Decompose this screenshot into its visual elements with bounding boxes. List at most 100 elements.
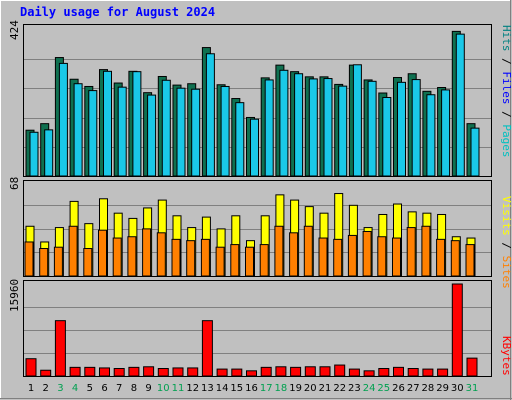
files-bar xyxy=(397,81,406,177)
panel-pages-files-hits: 424 Hits / Files / Pages xyxy=(8,20,512,177)
bottom-side-legend: KBytes xyxy=(500,336,512,376)
files-bar xyxy=(264,79,274,177)
files-bar xyxy=(58,62,68,177)
kbytes-bar xyxy=(466,357,478,377)
files-bar xyxy=(308,78,318,177)
day-label: 27 xyxy=(407,383,420,394)
kbytes-bar xyxy=(275,366,287,377)
sites-bar xyxy=(421,225,431,277)
files-bar xyxy=(382,96,392,177)
kbytes-bar xyxy=(113,368,125,377)
kbytes-bar xyxy=(216,368,228,377)
middle-legend-part: Sites xyxy=(500,256,512,289)
kbytes-bar xyxy=(143,366,155,377)
kbytes-bar xyxy=(393,366,404,377)
day-label: 15 xyxy=(230,383,243,394)
kbytes-bar xyxy=(128,366,140,377)
kbytes-bar xyxy=(25,358,37,377)
kbytes-bar xyxy=(187,367,199,377)
files-bar xyxy=(352,64,362,177)
day-label: 4 xyxy=(72,383,78,394)
sites-bar xyxy=(156,232,166,277)
kbytes-bar xyxy=(201,320,213,377)
sites-bar xyxy=(98,229,107,277)
top-side-legend: Hits / Files / Pages xyxy=(500,25,512,158)
day-label: 13 xyxy=(201,383,214,394)
day-label: 9 xyxy=(145,383,151,394)
kbytes-bar xyxy=(422,368,434,377)
files-bar xyxy=(88,90,98,177)
sites-bar xyxy=(259,244,269,277)
files-bar xyxy=(279,69,289,177)
kbytes-bar xyxy=(172,367,184,377)
sites-bar xyxy=(450,240,460,277)
files-bar xyxy=(441,89,451,177)
day-label: 2 xyxy=(43,383,49,394)
sites-bar xyxy=(406,227,416,277)
day-label: 7 xyxy=(116,383,122,394)
sites-bar xyxy=(39,248,49,277)
kbytes-bar xyxy=(260,366,272,377)
sites-bar xyxy=(274,225,284,277)
middle-legend-part: / xyxy=(500,236,512,256)
top-bars xyxy=(25,30,480,177)
day-label: 22 xyxy=(333,383,346,394)
day-label: 26 xyxy=(392,383,405,394)
files-bar xyxy=(29,131,39,177)
kbytes-bar xyxy=(363,370,375,377)
sites-bar xyxy=(142,228,152,277)
files-bar xyxy=(426,94,436,177)
files-bar xyxy=(117,86,127,177)
panel-visits-sites: 68 Visits / Sites xyxy=(8,177,512,289)
files-bar xyxy=(176,87,186,177)
day-label: 14 xyxy=(216,383,229,394)
middle-legend-part: Visits xyxy=(500,196,512,236)
day-axis-labels: 1 2 3 4 5 6 7 8 9 10 11 12 13 14 15 16 17 18 19 20 21 22 23 24 2… xyxy=(28,383,479,394)
day-label: 8 xyxy=(131,383,137,394)
day-label: 5 xyxy=(87,383,93,394)
top-legend-part: Pages xyxy=(500,124,512,157)
chart-title: Daily usage for August 2024 xyxy=(20,5,215,19)
day-label: 28 xyxy=(422,383,435,394)
top-ymax-label: 424 xyxy=(8,20,21,40)
middle-bars xyxy=(24,193,476,277)
day-label: 11 xyxy=(172,383,185,394)
top-legend-part: / xyxy=(500,52,512,72)
files-bar xyxy=(103,70,112,177)
kbytes-bar xyxy=(451,283,463,377)
top-legend-part: / xyxy=(500,105,512,125)
files-bar xyxy=(44,129,54,177)
kbytes-bar xyxy=(84,366,96,377)
sites-bar xyxy=(127,236,137,277)
bottom-ymax-label: 15960 xyxy=(8,279,21,312)
day-label: 16 xyxy=(245,383,258,394)
sites-bar xyxy=(347,234,357,277)
sites-bar xyxy=(230,244,240,277)
kbytes-bar xyxy=(348,368,360,377)
day-label: 17 xyxy=(260,383,273,394)
kbytes-bar xyxy=(437,368,449,377)
panel-kbytes: 15960 KBytes xyxy=(8,279,512,377)
sites-bar xyxy=(112,237,122,277)
bottom-gridlines xyxy=(24,307,491,354)
panel-bottom-frame xyxy=(23,280,492,377)
sites-bar xyxy=(245,246,254,277)
day-label: 31 xyxy=(466,383,479,394)
kbytes-bar xyxy=(40,369,52,377)
files-bar xyxy=(73,83,83,177)
kbytes-bar xyxy=(407,368,419,377)
sites-bar xyxy=(377,236,387,277)
files-bar xyxy=(338,85,348,177)
kbytes-bar xyxy=(304,366,316,377)
files-bar xyxy=(367,80,377,177)
day-label: 20 xyxy=(304,383,317,394)
kbytes-bar xyxy=(378,368,390,377)
day-label: 1 xyxy=(28,383,34,394)
sites-bar xyxy=(200,238,210,277)
sites-bar xyxy=(68,225,78,277)
files-bar xyxy=(220,85,230,177)
day-label: 30 xyxy=(451,383,464,394)
day-label: 18 xyxy=(275,383,288,394)
sites-bar xyxy=(215,246,225,277)
